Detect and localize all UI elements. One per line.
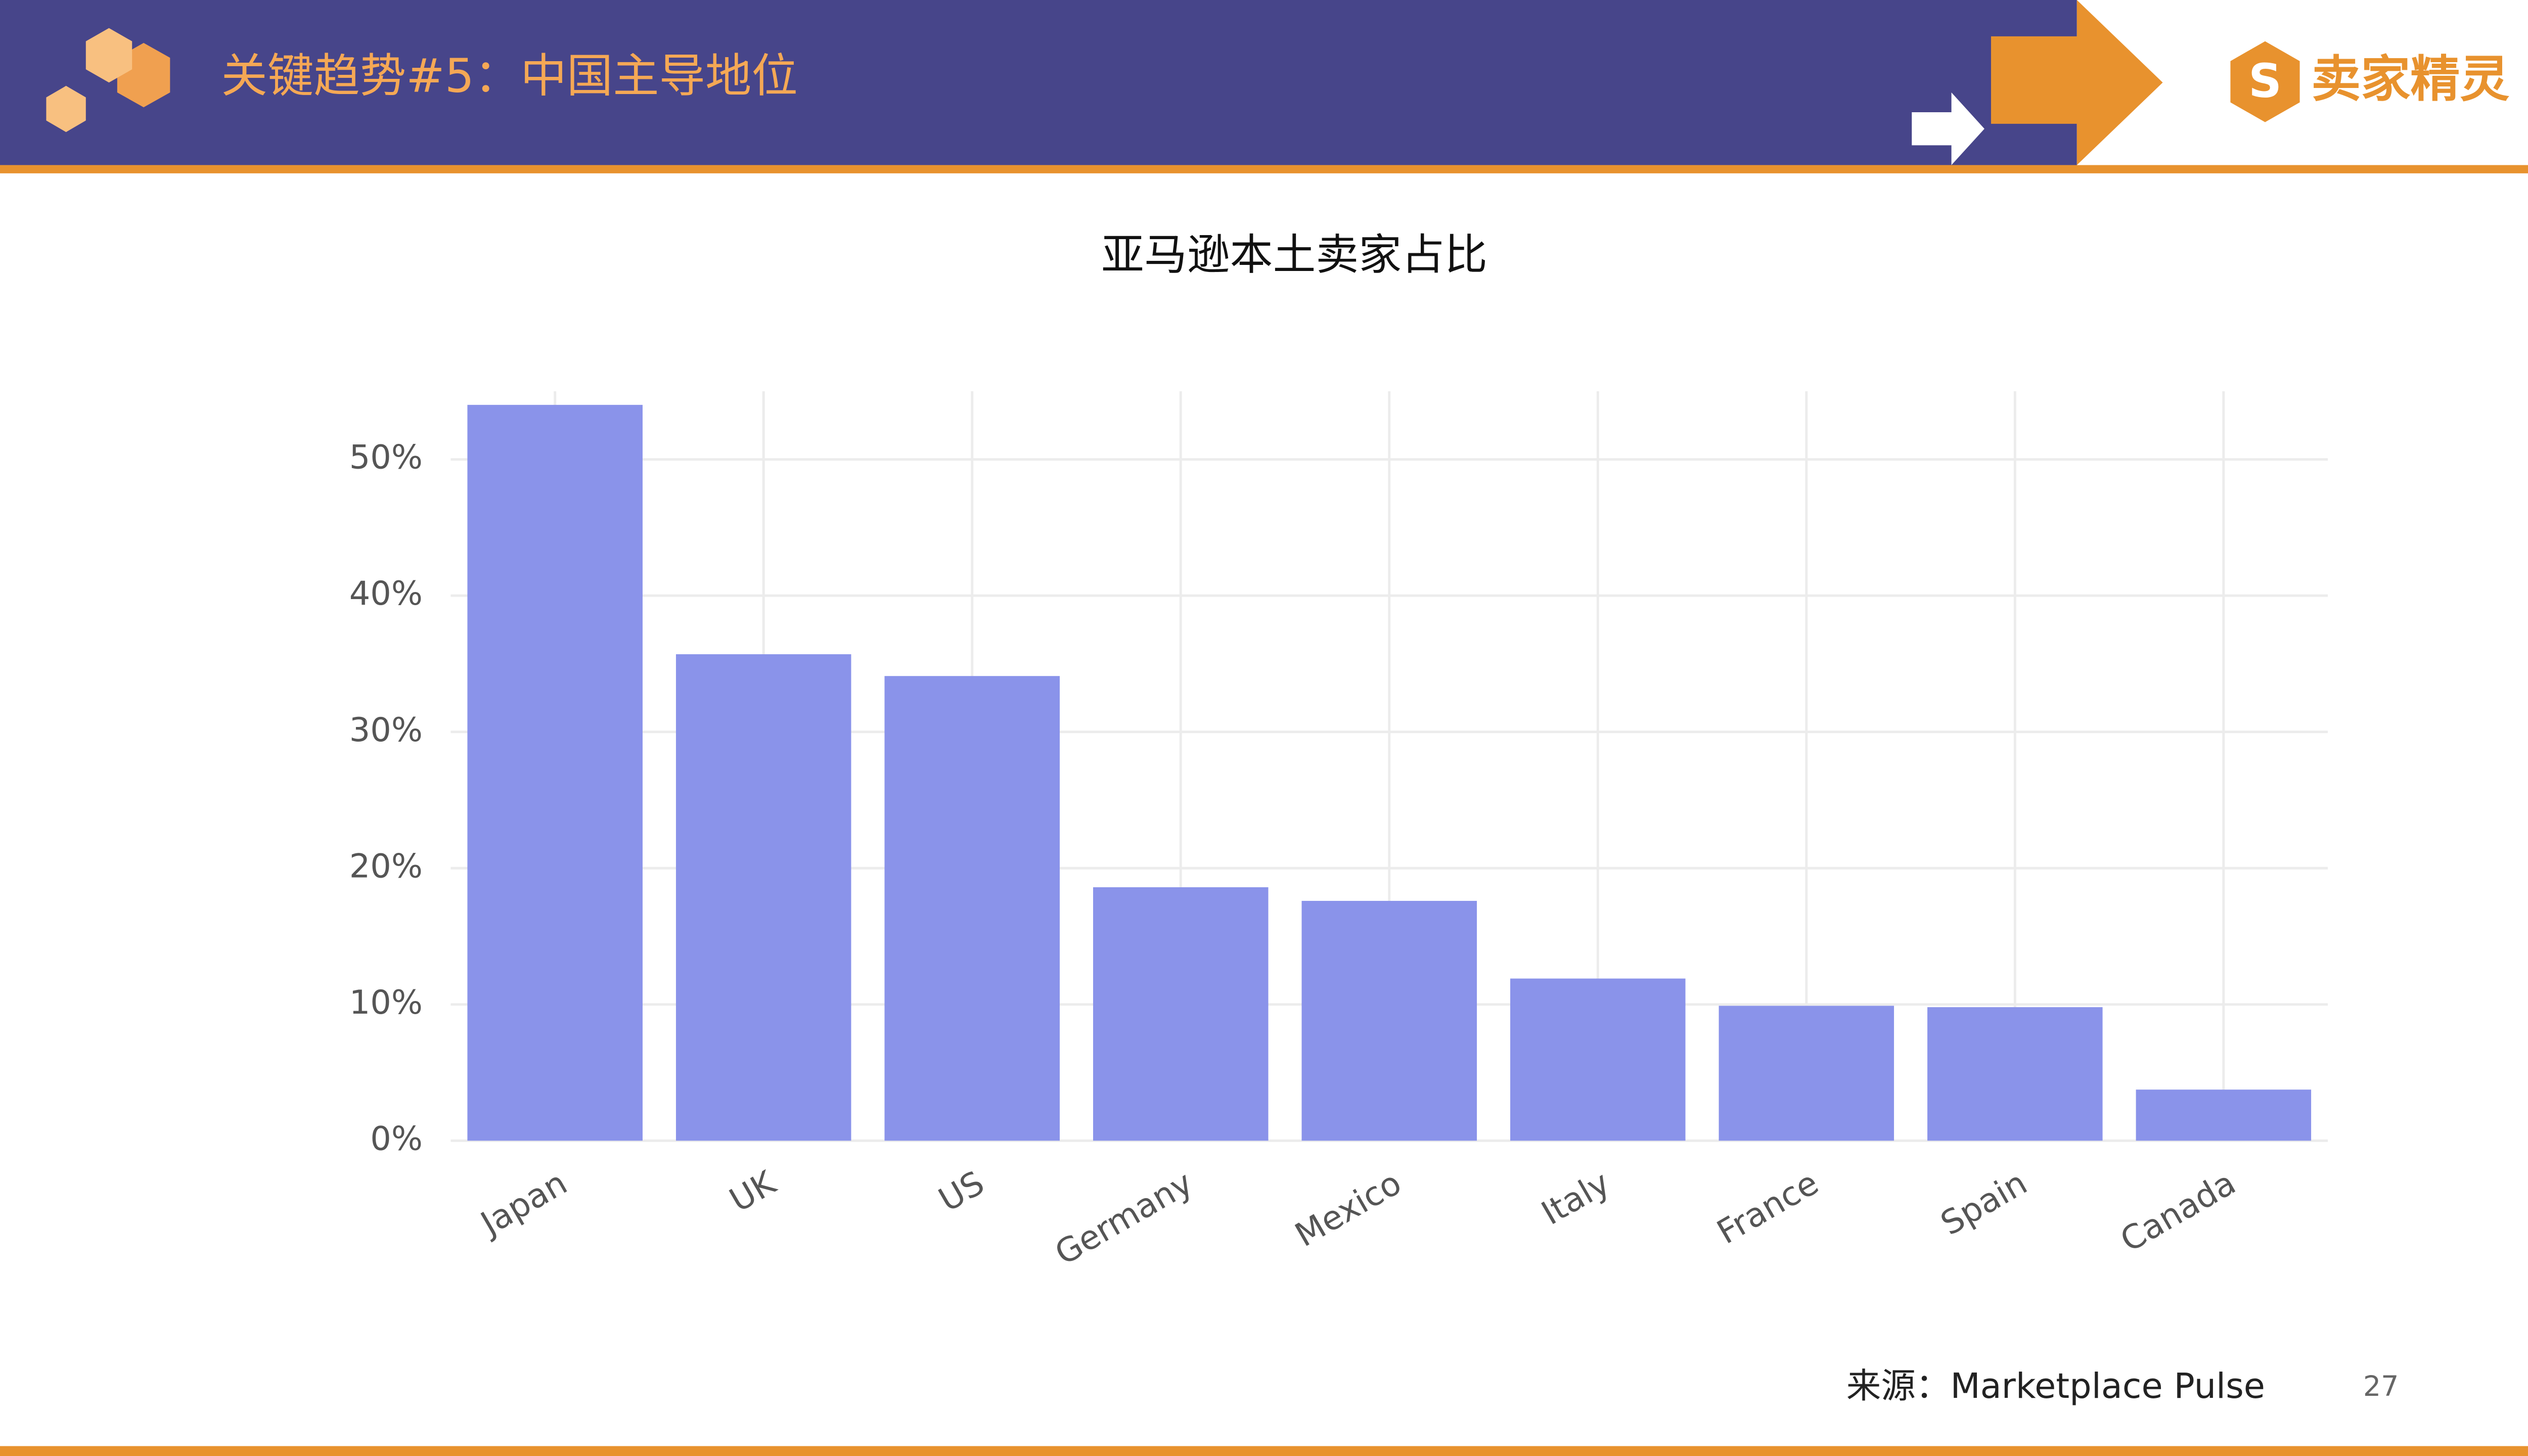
- header-rule: [0, 165, 2528, 173]
- header-title: 关键趋势#5：中国主导地位: [221, 49, 798, 103]
- source: 来源：Marketplace Pulse: [1846, 1366, 2265, 1406]
- y-tick-label: 0%: [370, 1119, 423, 1158]
- y-tick-label: 50%: [349, 438, 423, 477]
- footer-rule: [0, 1446, 2528, 1456]
- x-tick-label: France: [1710, 1164, 1825, 1252]
- y-tick-label: 20%: [349, 847, 423, 885]
- bar: [675, 654, 851, 1141]
- x-tick-label: Canada: [2114, 1164, 2242, 1260]
- x-tick-label: Spain: [1934, 1164, 2034, 1243]
- header-band: [0, 0, 2077, 165]
- arrow-big: [1991, 0, 2163, 165]
- bar: [467, 404, 643, 1141]
- bar: [2136, 1089, 2312, 1141]
- logo-text: 卖家精灵: [2311, 51, 2509, 108]
- x-tick-label: Germany: [1049, 1164, 1199, 1273]
- chart-title: 亚马逊本土卖家占比: [1101, 230, 1487, 280]
- x-tick-label: US: [932, 1164, 990, 1219]
- bar: [1927, 1007, 2103, 1141]
- bar: [884, 676, 1060, 1141]
- y-tick-label: 30%: [349, 711, 423, 749]
- bar: [1301, 900, 1477, 1141]
- y-tick-label: 40%: [349, 574, 423, 613]
- hex-icon: [46, 28, 170, 132]
- bar: [1093, 887, 1269, 1141]
- x-tick-label: Mexico: [1289, 1164, 1408, 1255]
- x-tick-label: Japan: [473, 1164, 573, 1244]
- x-tick-label: UK: [723, 1163, 783, 1220]
- logo-mark: S: [2230, 41, 2300, 122]
- bar: [1719, 1006, 1894, 1141]
- plot: 0% 10% 20% 30% 40% 50% Japan UK US Germany Mexico I…: [349, 391, 2328, 1273]
- page-number: 27: [2363, 1370, 2399, 1403]
- y-tick-label: 10%: [349, 983, 423, 1022]
- x-tick-label: Italy: [1535, 1164, 1616, 1233]
- svg-text:S: S: [2248, 54, 2282, 108]
- bar: [1510, 978, 1686, 1141]
- arrow-small: [1912, 92, 1984, 165]
